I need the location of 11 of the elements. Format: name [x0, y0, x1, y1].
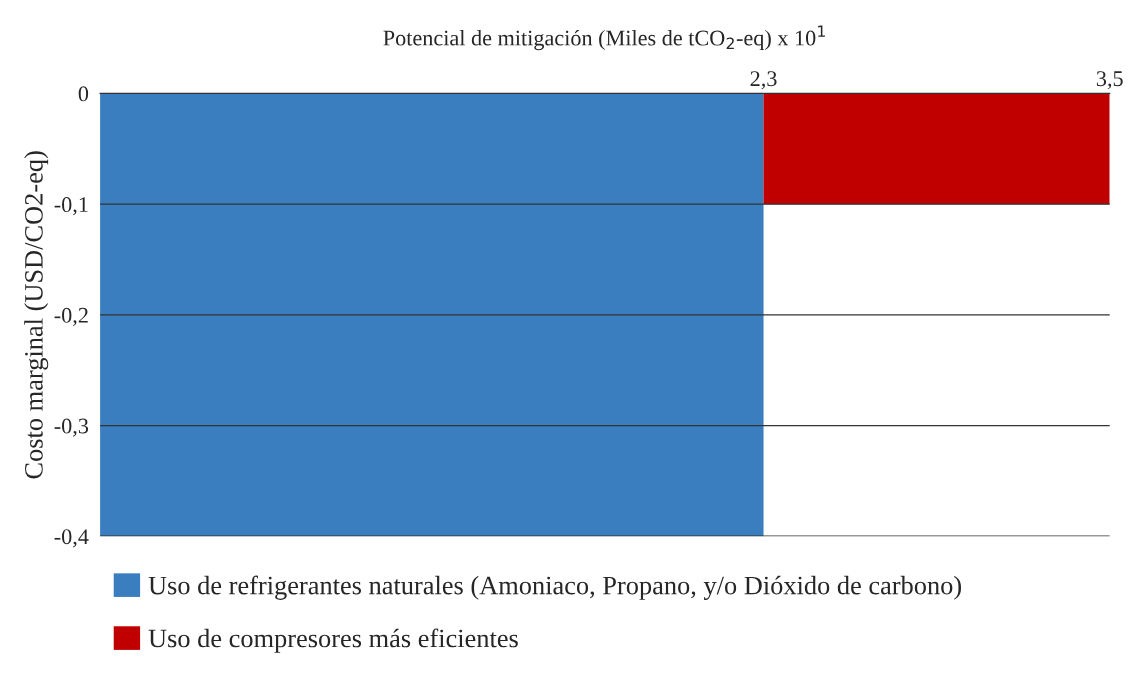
x-tick-label: 3,5 [1096, 71, 1123, 90]
y-tick-label: 0 [78, 86, 89, 102]
y-axis-title: Costo marginal (USD/CO2-eq) [24, 151, 49, 479]
x-tick-label: 2,3 [750, 71, 777, 90]
legend-label: Uso de compresores más eficientes [148, 628, 518, 653]
y-tick-label: -0,1 [54, 197, 88, 216]
y-tick-label: -0,2 [54, 307, 88, 326]
legend-label: Uso de refrigerantes naturales (Amoniaco, Propano, y/o Dióxido de carbono) [148, 575, 961, 600]
y-tick-label: -0,4 [54, 529, 89, 548]
x-axis-title: Potencial de mitigación (Miles de tCO$_{2}$-eq) x 10$^{1}$ [383, 25, 825, 51]
y-tick-label: -0,3 [54, 418, 89, 437]
